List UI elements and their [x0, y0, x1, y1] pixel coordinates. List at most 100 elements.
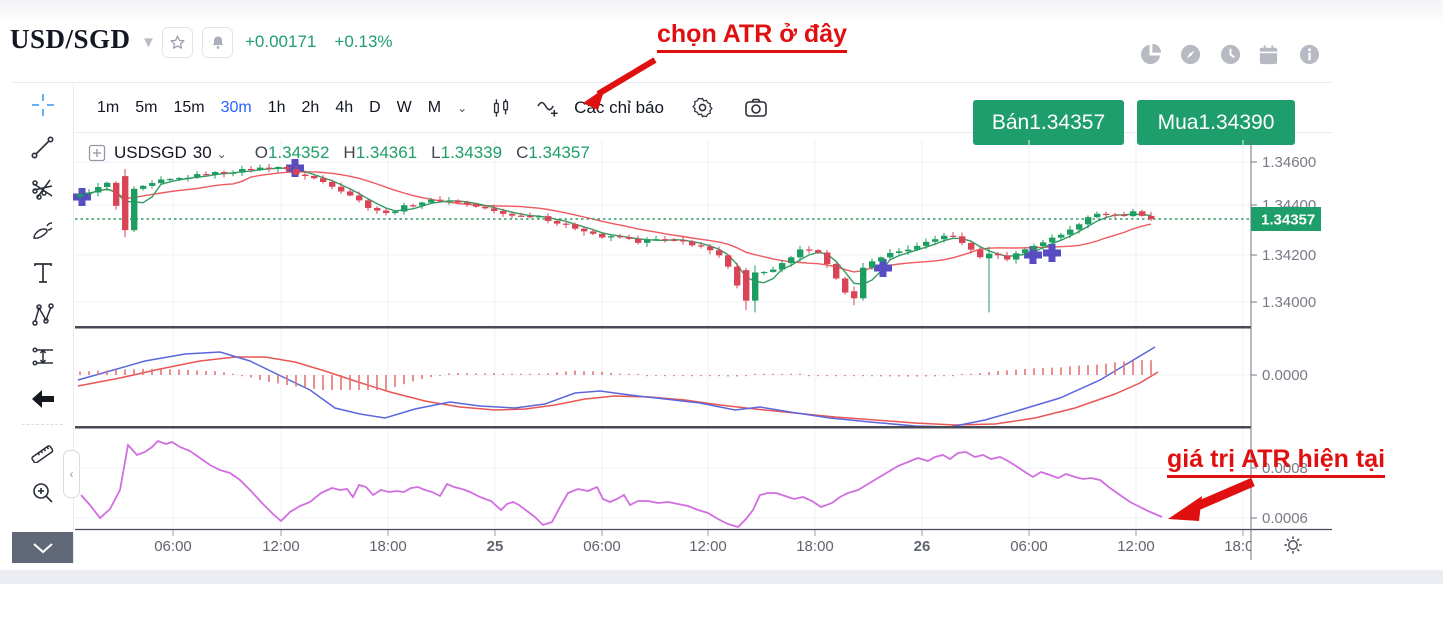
trade-marker — [1043, 244, 1061, 262]
candle-body — [203, 174, 210, 176]
candle-body — [1094, 213, 1101, 218]
candle-body — [248, 168, 255, 171]
current-price-badge — [1251, 207, 1321, 231]
candle-body — [878, 257, 885, 262]
candle-body — [914, 245, 921, 250]
measure-tool[interactable] — [12, 429, 73, 471]
buy-price: 1.34390 — [1198, 110, 1275, 134]
candle-body — [527, 215, 534, 218]
timeframe-30m[interactable]: 30m — [220, 98, 252, 116]
indicators-icon[interactable] — [536, 96, 561, 120]
snapshot-camera-icon[interactable] — [744, 97, 768, 119]
back-arrow-tool[interactable] — [12, 378, 73, 420]
compass-icon[interactable] — [1179, 43, 1202, 66]
bottom-strip — [0, 570, 1443, 584]
sidebar-divider — [22, 424, 63, 425]
candle-body — [923, 241, 930, 246]
calendar-icon[interactable] — [1257, 43, 1280, 66]
candle-body — [689, 241, 696, 246]
legend-symbol[interactable]: USDSGD — [114, 143, 187, 162]
candle-body — [221, 172, 228, 174]
timeframe-D[interactable]: D — [369, 98, 381, 116]
brush-tool[interactable] — [12, 210, 73, 252]
symbol-title[interactable]: USD/SGD — [10, 24, 131, 54]
timeframe-4h[interactable]: 4h — [335, 98, 354, 116]
candle-body — [77, 193, 84, 197]
price-axis-label: 1.34600 — [1262, 154, 1316, 171]
crosshair-tool[interactable] — [12, 84, 73, 126]
candle-body — [392, 211, 399, 214]
settings-gear-icon[interactable] — [691, 96, 714, 119]
time-axis[interactable]: 06:00 12:00 18:00 25 06:00 12:00 18:00 26 06:00 1… — [154, 530, 1262, 555]
candle-body — [302, 174, 309, 177]
candle-body — [545, 216, 552, 221]
legend-open: O1.34352 — [254, 143, 330, 162]
sidebar-collapse-handle[interactable]: ‹ — [63, 450, 80, 498]
sell-price: 1.34357 — [1029, 110, 1106, 134]
drawing-toolbar — [12, 84, 73, 565]
candle-body — [1148, 215, 1155, 220]
alert-button[interactable] — [202, 27, 233, 58]
candle-body — [581, 228, 588, 232]
candle-body — [347, 191, 354, 196]
current-price-badge-text: 1.34357 — [1261, 212, 1315, 229]
gann-fib-tool[interactable] — [12, 168, 73, 210]
pane-separator[interactable] — [75, 426, 1251, 429]
info-icon[interactable] — [1298, 43, 1321, 66]
timeframe-5m[interactable]: 5m — [135, 98, 158, 116]
timeframe-W[interactable]: W — [396, 98, 412, 116]
clock-icon[interactable] — [1219, 43, 1242, 66]
candle-body — [1121, 214, 1128, 217]
candle-body — [356, 195, 363, 201]
candle-body — [734, 266, 741, 286]
trend-line-tool[interactable] — [12, 126, 73, 168]
candle-body — [779, 263, 786, 270]
buy-button[interactable]: Mua 1.34390 — [1137, 100, 1295, 145]
candle-body — [797, 249, 804, 258]
sell-button[interactable]: Bán 1.34357 — [973, 100, 1124, 145]
candle-body — [419, 202, 426, 206]
pattern-tool[interactable] — [12, 294, 73, 336]
favorite-button[interactable] — [162, 27, 193, 58]
candle-body — [977, 249, 984, 258]
legend-close: C1.34357 — [516, 143, 590, 162]
timeframe-15m[interactable]: 15m — [173, 98, 205, 116]
candle-body — [239, 168, 246, 173]
axis-settings-gear-icon[interactable] — [1284, 536, 1302, 554]
candle-body — [680, 239, 687, 242]
atr-line — [80, 439, 1163, 529]
timeframe-1h[interactable]: 1h — [267, 98, 286, 116]
sidebar-expand-button[interactable] — [12, 532, 73, 563]
time-axis-label: 12:00 — [1117, 538, 1155, 555]
sell-label: Bán — [991, 110, 1030, 134]
candle-body — [1139, 211, 1146, 216]
legend-chevron-icon[interactable]: ⌄ — [216, 147, 227, 161]
candle-body — [608, 236, 615, 238]
timeframe-2h[interactable]: 2h — [301, 98, 320, 116]
candle-body — [536, 216, 543, 218]
candle-body — [1031, 245, 1038, 250]
symbol-caret-icon[interactable]: ▼ — [141, 34, 156, 51]
candle-body — [464, 202, 471, 205]
timeframe-dropdown-icon[interactable]: ⌄ — [457, 100, 468, 115]
candle-body — [851, 291, 858, 299]
candle-body — [590, 231, 597, 234]
time-axis-label: 06:00 — [1010, 538, 1048, 555]
legend-interval[interactable]: 30 — [192, 143, 212, 162]
candle-body — [698, 245, 705, 247]
timeframe-M[interactable]: M — [427, 98, 442, 116]
position-tool[interactable] — [12, 336, 73, 378]
legend-low: L1.34339 — [431, 143, 503, 162]
add-symbol-icon[interactable] — [88, 144, 106, 162]
timeframe-1m[interactable]: 1m — [97, 98, 120, 116]
price-axis-label: 0.0000 — [1262, 367, 1308, 384]
candle-body — [212, 172, 219, 175]
candle-body — [320, 178, 327, 183]
zoom-in-tool[interactable] — [12, 471, 73, 513]
text-tool[interactable] — [12, 252, 73, 294]
pie-chart-icon[interactable] — [1139, 43, 1162, 66]
chart-style-icon[interactable] — [490, 96, 512, 120]
price-axis[interactable]: 1.346001.344001.342001.340000.00000.0008… — [1251, 154, 1321, 527]
pane-separator[interactable] — [75, 326, 1251, 329]
